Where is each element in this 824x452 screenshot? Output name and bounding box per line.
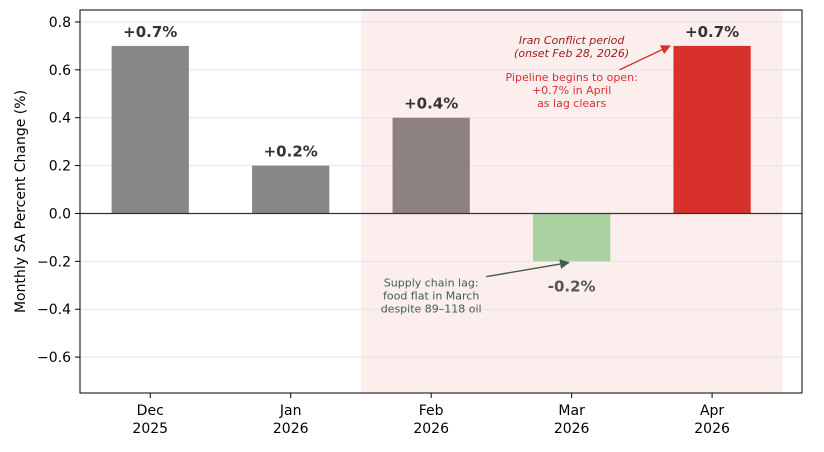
- axes-layer: −0.6 −0.4 −0.2 0.0 0.2 0.4 0.6 0.8 Dec 2025 Jan 202…: [37, 9, 803, 437]
- y-tick-label: 0.2: [49, 159, 71, 175]
- annotation-text: Supply chain lag: food flat in March despi…: [381, 277, 482, 316]
- bar-labels-layer: +0.7% +0.2% +0.4% -0.2% +0.7%: [123, 23, 739, 295]
- annotation-line: Supply chain lag:: [384, 277, 479, 290]
- annotation-line: food flat in March: [383, 290, 479, 303]
- x-tick-label: Mar: [558, 403, 585, 419]
- y-tick-label: 0.6: [49, 63, 71, 79]
- annotation-text: Pipeline begins to open: +0.7% in April as…: [506, 71, 638, 110]
- bar-value-label: +0.7%: [123, 23, 177, 41]
- x-tick-label: Feb: [419, 403, 444, 419]
- y-tick-label: −0.6: [37, 350, 71, 366]
- y-tick-label: 0.4: [49, 111, 71, 127]
- bar: [111, 45, 189, 214]
- y-tick-label: 0.8: [49, 15, 71, 31]
- bar: [673, 45, 751, 214]
- annotation-line: Iran Conflict period: [519, 34, 625, 47]
- bar: [533, 213, 611, 262]
- x-tick-label: Jan: [279, 403, 302, 419]
- bar-value-label: +0.2%: [264, 143, 318, 161]
- annotation-text: Iran Conflict period (onset Feb 28, 2026): [514, 34, 629, 60]
- bars-layer: [111, 45, 751, 262]
- x-tick-label: 2026: [413, 421, 449, 437]
- x-tick-label: 2026: [694, 421, 730, 437]
- annotation-line: as lag clears: [537, 97, 606, 110]
- bar: [392, 117, 470, 214]
- x-tick-label: 2025: [132, 421, 168, 437]
- x-tick-label: 2026: [273, 421, 309, 437]
- annotations-layer: Iran Conflict period (onset Feb 28, 2026)…: [381, 34, 671, 316]
- y-tick-label: −0.4: [37, 302, 71, 318]
- annotation-line: (onset Feb 28, 2026): [514, 47, 629, 60]
- annotation-line: despite 89–118 oil: [381, 303, 482, 316]
- x-tick-label: Dec: [137, 403, 164, 419]
- bar-value-label: -0.2%: [548, 277, 596, 295]
- x-tick-label: Apr: [700, 403, 724, 419]
- y-tick-label: −0.2: [37, 254, 71, 270]
- annotation-line: Pipeline begins to open:: [506, 71, 638, 84]
- axes-frame: [79, 9, 803, 394]
- bar-value-label: +0.7%: [685, 23, 739, 41]
- annotation-arrow: [486, 259, 570, 278]
- y-tick-label: 0.0: [49, 206, 71, 222]
- bar: [252, 165, 330, 214]
- annotation-arrow: [619, 45, 671, 71]
- x-tick-label: 2026: [554, 421, 590, 437]
- bar-value-label: +0.4%: [404, 95, 458, 113]
- annotation-line: +0.7% in April: [532, 84, 611, 97]
- y-axis-label: Monthly SA Percent Change (%): [13, 90, 29, 313]
